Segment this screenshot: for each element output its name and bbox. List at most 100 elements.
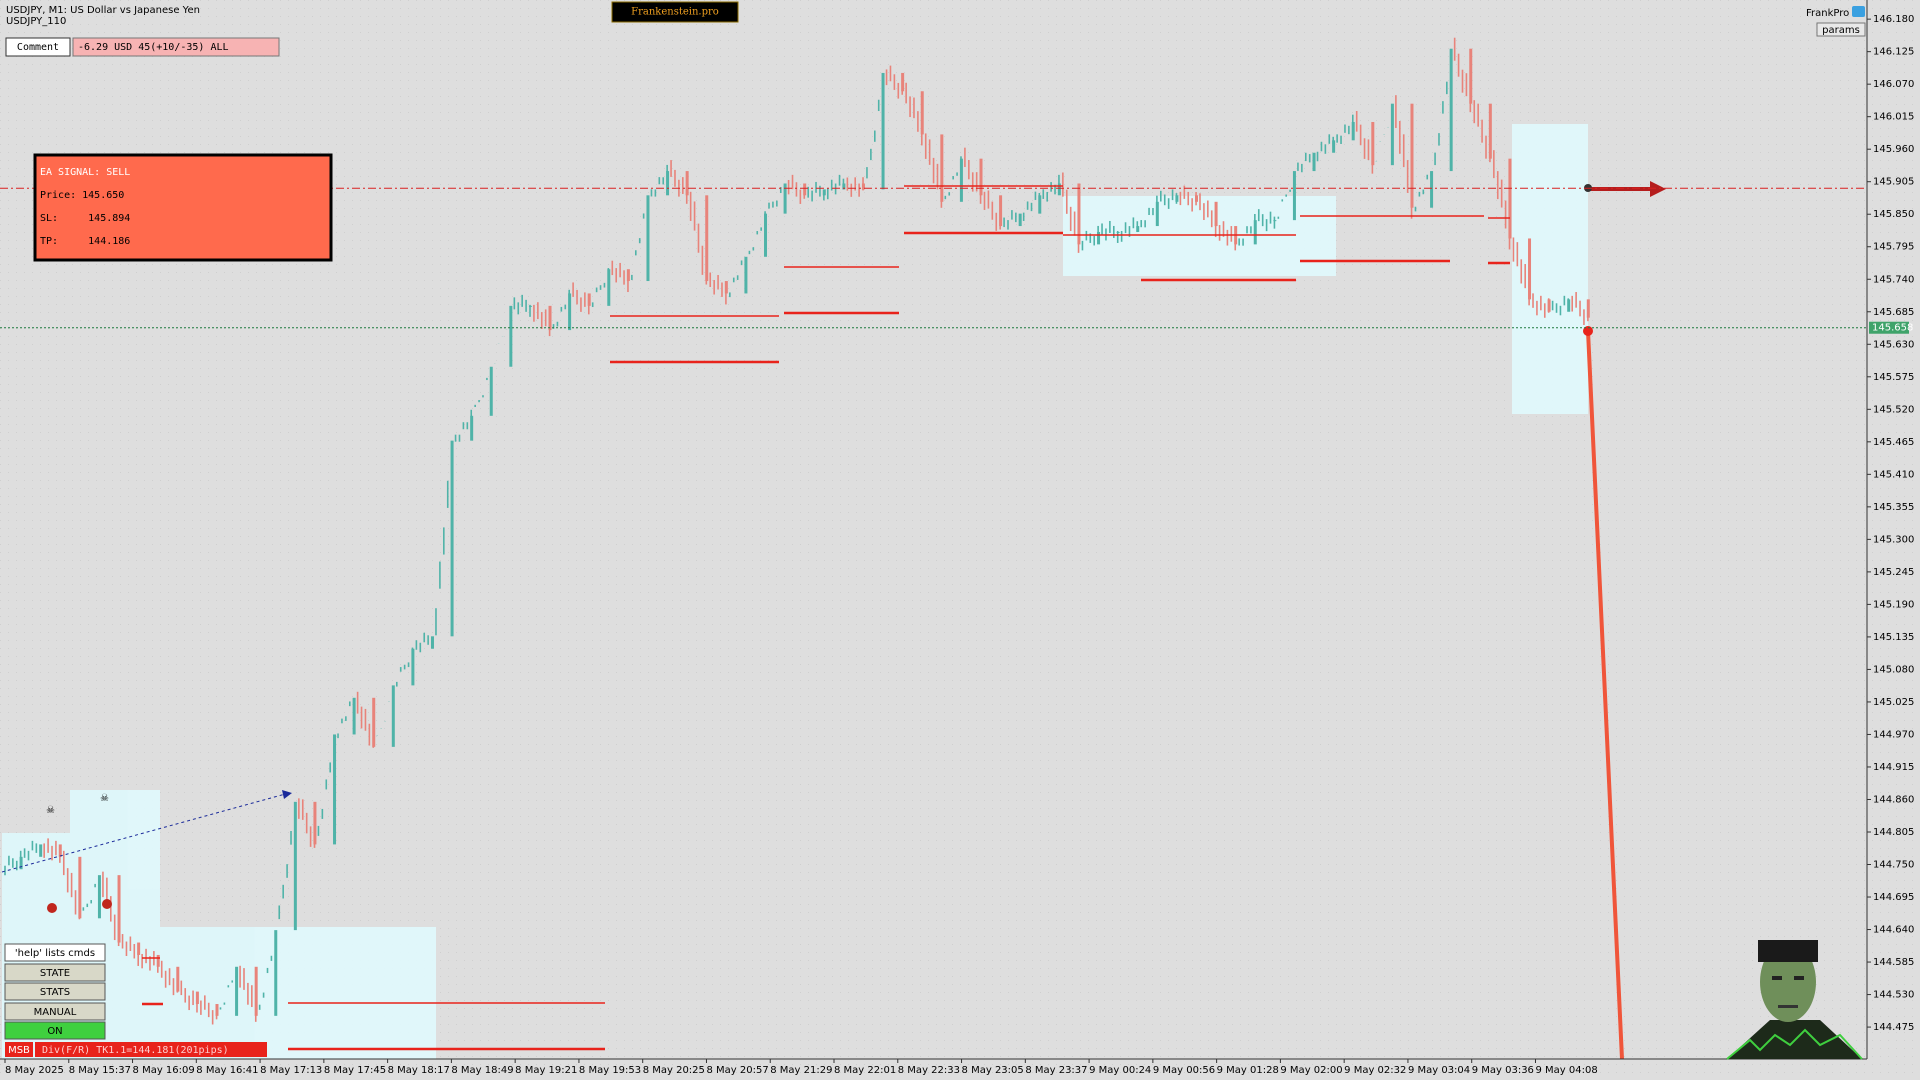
candle-body <box>1194 195 1198 202</box>
y-tick-label: 145.410 <box>1873 469 1914 480</box>
candle-body <box>1253 220 1257 245</box>
candle-body <box>78 856 82 919</box>
button-panel: 'help' lists cmds STATE STATS MANUAL ON <box>4 943 106 1040</box>
candle-body <box>1273 220 1277 222</box>
y-tick-label: 145.685 <box>1873 307 1914 318</box>
button-label[interactable]: MANUAL <box>34 1007 77 1018</box>
button[interactable] <box>4 963 106 982</box>
button-label[interactable]: ON <box>47 1026 62 1037</box>
candle-body <box>293 801 297 931</box>
button[interactable] <box>4 1021 106 1040</box>
candle-body <box>979 158 983 196</box>
y-tick-label: 144.970 <box>1873 729 1914 740</box>
candle-body <box>1292 171 1296 221</box>
y-tick-label: 145.080 <box>1873 664 1914 675</box>
y-tick-label: 145.960 <box>1873 144 1914 155</box>
x-tick-label: 8 May 16:09 <box>133 1065 195 1076</box>
params-button[interactable] <box>1816 22 1866 37</box>
pnl-box <box>72 37 280 57</box>
candle-body <box>881 72 885 190</box>
candle-body <box>999 195 1003 227</box>
x-tick-label: 9 May 03:04 <box>1408 1065 1470 1076</box>
x-tick-label: 9 May 04:08 <box>1535 1065 1597 1076</box>
price-tag-label: 145.658 <box>1872 323 1913 334</box>
mascot-hair <box>1758 940 1818 962</box>
x-tick-label: 8 May 2025 <box>5 1065 64 1076</box>
y-tick-label: 145.630 <box>1873 339 1914 350</box>
candle-body <box>901 72 905 92</box>
candle-body <box>97 875 101 919</box>
candle-body <box>940 134 944 202</box>
candle-body <box>528 305 532 307</box>
button-label[interactable]: STATE <box>40 968 70 979</box>
x-tick-label: 8 May 22:33 <box>898 1065 960 1076</box>
candle-body <box>1332 140 1336 153</box>
candle-body <box>391 685 395 747</box>
candle-body <box>411 648 415 686</box>
signal-tp: TP: 144.186 <box>40 236 130 247</box>
mascot-mouth <box>1778 1005 1798 1008</box>
button-label[interactable]: STATS <box>40 987 70 998</box>
x-axis-labels: 8 May 2025 8 May 15:37 8 May 16:09 8 May 16… <box>4 1059 1598 1076</box>
signal-text: EA SIGNAL: SELL Price: 145.650 SL: 145.8… <box>40 167 130 247</box>
y-tick-label: 145.520 <box>1873 404 1914 415</box>
x-tick-label: 8 May 18:49 <box>451 1065 513 1076</box>
mascot-trim <box>1726 1028 1863 1060</box>
candle-body <box>1038 195 1042 214</box>
candle-body <box>333 734 337 845</box>
account-name: USDJPY_110 <box>6 16 66 27</box>
candle-body <box>1136 226 1140 232</box>
candle-body <box>783 183 787 214</box>
y-tick-label: 144.640 <box>1873 925 1914 936</box>
candle-body <box>1488 103 1492 159</box>
candle-body <box>156 954 160 967</box>
skull-markers: ☠ ☠ <box>46 793 109 816</box>
candle-body <box>117 875 121 943</box>
x-tick-label: 8 May 22:01 <box>834 1065 896 1076</box>
candle-body <box>724 281 728 294</box>
y-tick-label: 145.190 <box>1873 599 1914 610</box>
candle-body <box>1175 195 1179 202</box>
x-tick-label: 8 May 19:21 <box>515 1065 577 1076</box>
candle-body <box>803 183 807 196</box>
button-label: 'help' lists cmds <box>15 948 95 959</box>
x-tick-label: 8 May 19:53 <box>579 1065 641 1076</box>
candle-body <box>176 966 180 992</box>
candle-body <box>1116 231 1120 233</box>
candle-body <box>822 189 826 196</box>
params-label[interactable]: params <box>1822 25 1860 36</box>
y-tick-label: 145.575 <box>1873 372 1914 383</box>
y-tick-label: 144.695 <box>1873 892 1914 903</box>
x-tick-label: 8 May 15:37 <box>69 1065 131 1076</box>
candle-body <box>705 195 709 282</box>
zone <box>160 927 436 1059</box>
y-tick-label: 146.070 <box>1873 79 1914 90</box>
x-tick-label: 9 May 01:28 <box>1217 1065 1279 1076</box>
candle-body <box>1057 183 1061 196</box>
candle-body <box>1312 152 1316 172</box>
candle-body <box>1351 122 1355 141</box>
candle-body <box>646 195 650 282</box>
y-tick-label: 145.300 <box>1873 534 1914 545</box>
skull: ☠ <box>46 805 55 816</box>
button <box>4 943 106 962</box>
candle-body <box>215 1004 219 1016</box>
y-tick-label: 145.795 <box>1873 242 1914 253</box>
signal-price: Price: 145.650 <box>40 190 124 201</box>
candle-body <box>489 366 493 416</box>
button[interactable] <box>4 1002 106 1021</box>
y-tick-label: 144.915 <box>1873 762 1914 773</box>
x-tick-label: 8 May 23:37 <box>1025 1065 1087 1076</box>
signal-box <box>33 153 333 262</box>
candle-body <box>666 171 670 196</box>
y-tick-label: 144.860 <box>1873 794 1914 805</box>
candle-body <box>959 158 963 202</box>
brand: Frankenstein.pro <box>631 7 719 18</box>
levels <box>142 185 1510 1051</box>
candle-body <box>195 991 199 1005</box>
x-tick-label: 9 May 00:56 <box>1153 1065 1215 1076</box>
button[interactable] <box>4 982 106 1001</box>
candle-body <box>1371 122 1375 166</box>
candle-body <box>1449 48 1453 172</box>
x-tick-label: 9 May 02:32 <box>1344 1065 1406 1076</box>
